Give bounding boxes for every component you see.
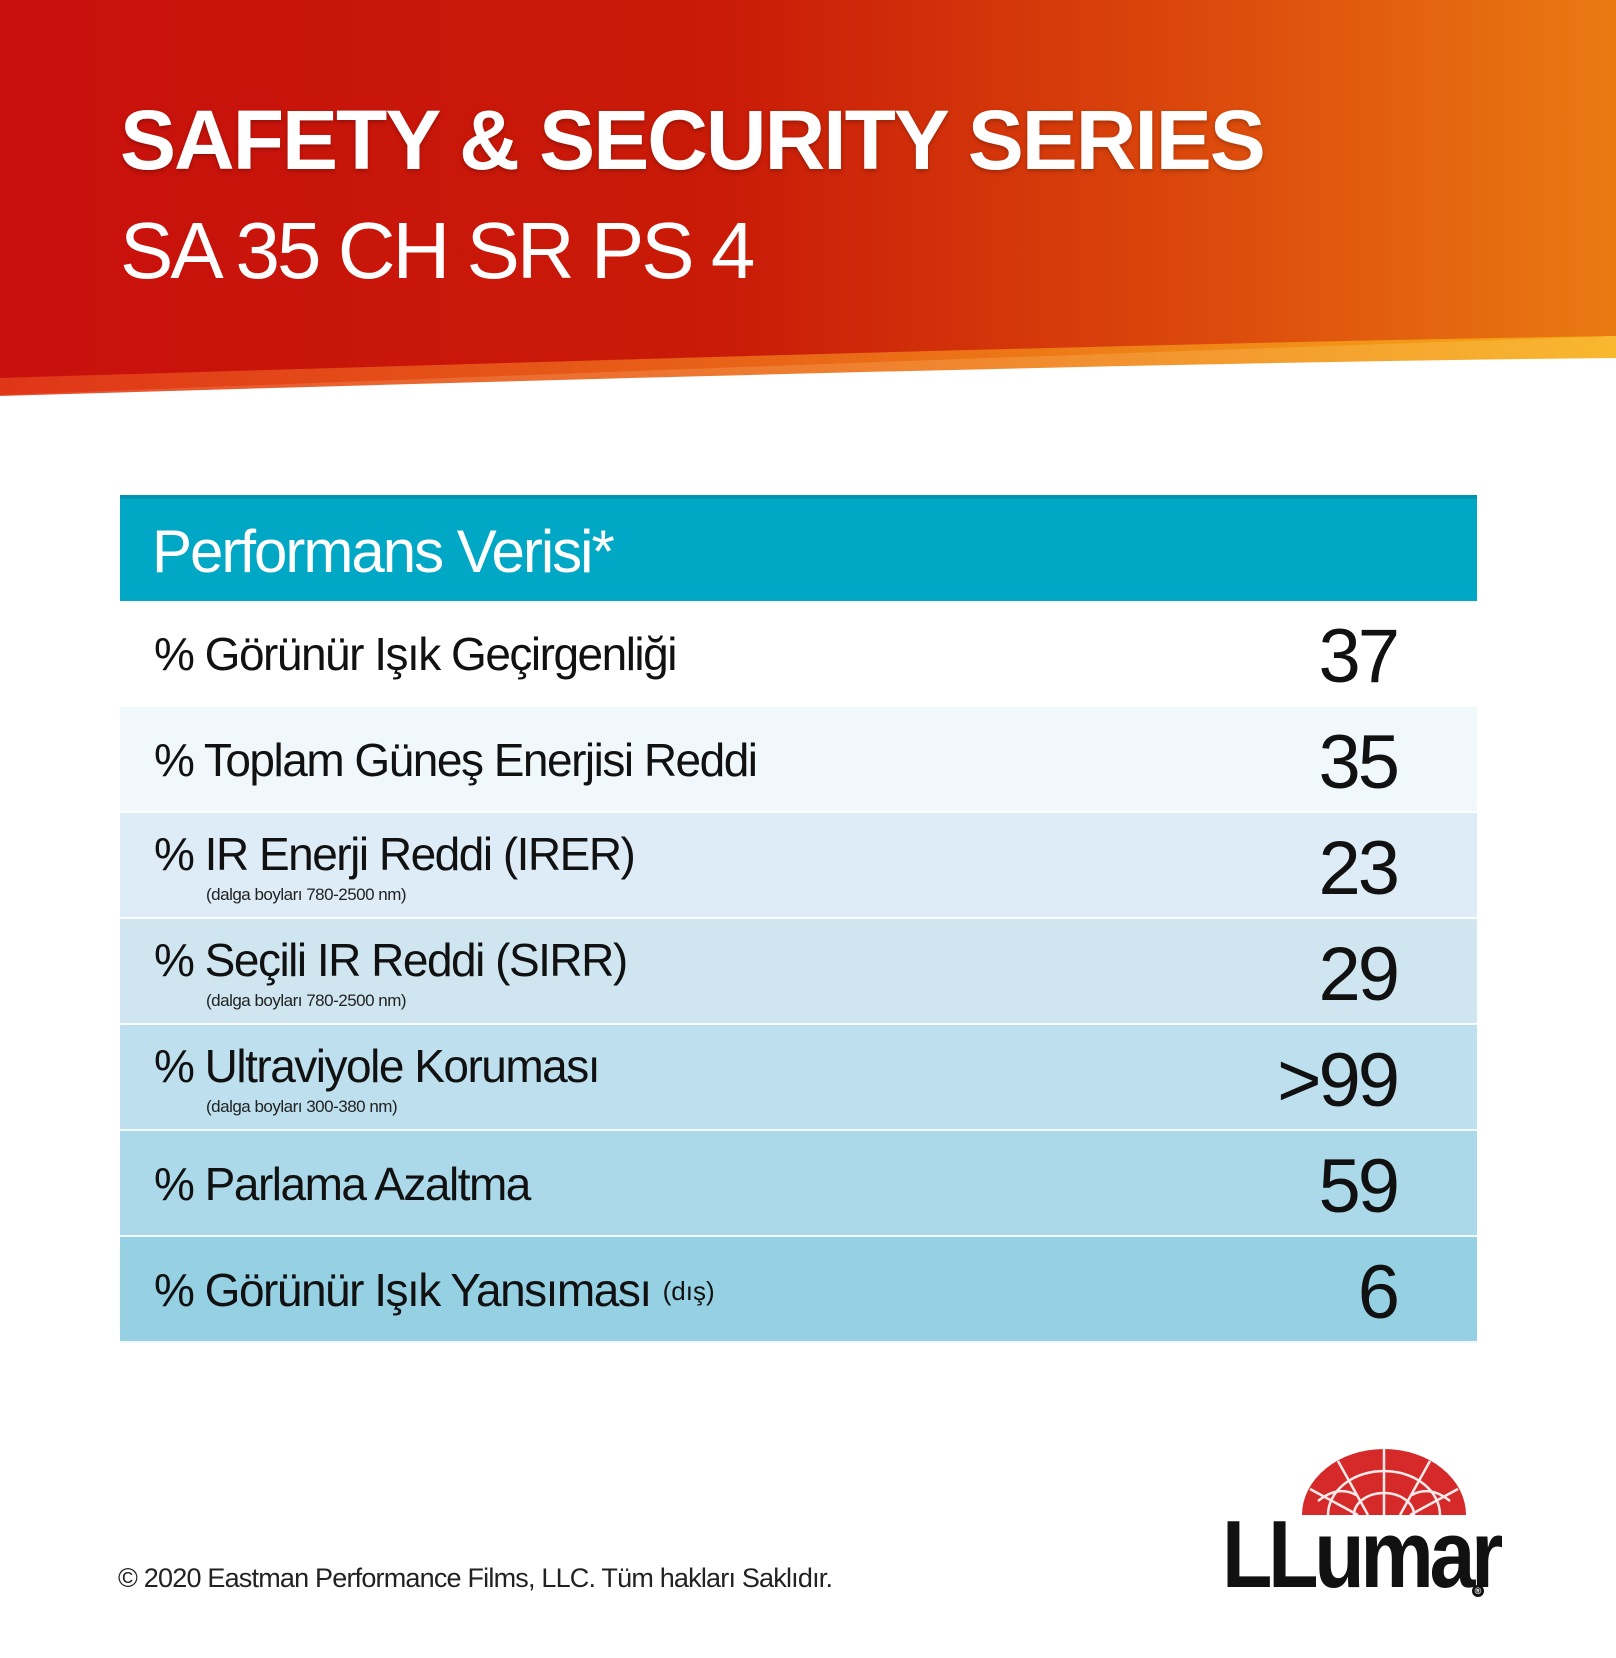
row-value: 37 — [1318, 614, 1400, 699]
registered-icon: ® — [1472, 1585, 1484, 1597]
row-label-text: % Toplam Güneş Enerjisi Reddi — [154, 734, 758, 786]
row-label: % Parlama Azaltma — [154, 1157, 531, 1211]
row-label: % Görünür Işık Geçirgenliği — [154, 627, 677, 681]
table-header: Performans Verisi* — [120, 495, 1477, 601]
table-row: % Toplam Güneş Enerjisi Reddi 35 — [120, 707, 1477, 813]
row-label-text: % Ultraviyole Koruması — [154, 1040, 601, 1092]
row-label-text: % Parlama Azaltma — [154, 1158, 531, 1210]
row-label: % Toplam Güneş Enerjisi Reddi — [154, 733, 758, 787]
table-row: % Görünür Işık Yansıması (dış) 6 — [120, 1237, 1477, 1343]
table-row: % Görünür Işık Geçirgenliği 37 — [120, 601, 1477, 707]
row-value: 29 — [1318, 932, 1400, 1017]
row-label: % IR Enerji Reddi (IRER) — [154, 827, 636, 881]
series-title: SAFETY & SECURITY SERIES — [120, 93, 1266, 187]
table-row: % Seçili IR Reddi (SIRR) (dalga boyları 7… — [120, 919, 1477, 1025]
row-label-text: % Görünür Işık Yansıması — [154, 1264, 652, 1316]
row-value: >99 — [1277, 1038, 1400, 1123]
table-row: % IR Enerji Reddi (IRER) (dalga boyları 7… — [120, 813, 1477, 919]
banner-background — [0, 0, 1616, 400]
row-label-text: % Seçili IR Reddi (SIRR) — [154, 934, 628, 986]
table-title: Performans Verisi* — [152, 518, 615, 585]
row-value: 23 — [1318, 826, 1400, 911]
copyright-text: © 2020 Eastman Performance Films, LLC. T… — [118, 1563, 833, 1593]
llumar-logo: LLumar ® — [1222, 1445, 1503, 1603]
row-note: (dalga boyları 300-380 nm) — [206, 1097, 398, 1116]
row-note: (dalga boyları 780-2500 nm) — [206, 885, 407, 904]
performance-table: Performans Verisi* % Görünür Işık Geçirg… — [120, 495, 1477, 1343]
row-value: 59 — [1318, 1144, 1400, 1229]
row-label: % Seçili IR Reddi (SIRR) — [154, 933, 628, 987]
product-code: SA 35 CH SR PS 4 — [120, 206, 755, 295]
row-label-text: % Görünür Işık Geçirgenliği — [154, 628, 677, 680]
row-label-text: % IR Enerji Reddi (IRER) — [154, 828, 636, 880]
row-qualifier: (dış) — [662, 1276, 715, 1306]
row-value: 6 — [1357, 1250, 1400, 1335]
table-row: % Ultraviyole Koruması (dalga boyları 300… — [120, 1025, 1477, 1131]
row-label: % Ultraviyole Koruması — [154, 1039, 601, 1093]
header-banner: SAFETY & SECURITY SERIES SA 35 CH SR PS … — [0, 0, 1616, 400]
logo-wordmark: LLumar — [1222, 1501, 1503, 1608]
table-rows: % Görünür Işık Geçirgenliği 37% Toplam Gü… — [120, 601, 1477, 1343]
row-label: % Görünür Işık Yansıması (dış) — [154, 1263, 715, 1317]
sun-mark-icon — [1302, 1449, 1466, 1517]
row-value: 35 — [1318, 720, 1400, 805]
table-row: % Parlama Azaltma 59 — [120, 1131, 1477, 1237]
row-note: (dalga boyları 780-2500 nm) — [206, 991, 407, 1010]
